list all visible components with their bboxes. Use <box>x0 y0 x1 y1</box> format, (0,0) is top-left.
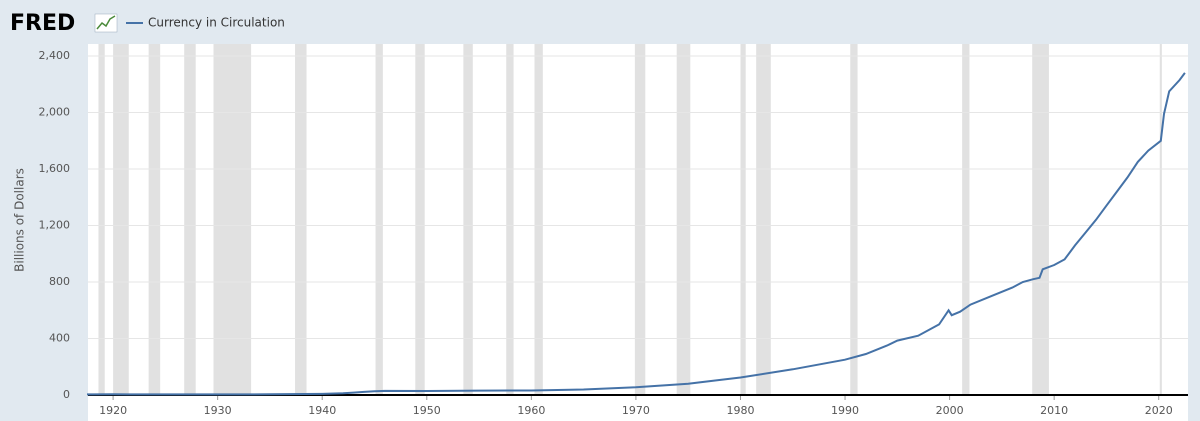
y-tick-label: 1,200 <box>39 219 71 232</box>
x-tick-label: 1930 <box>204 404 232 417</box>
recession-band <box>962 44 970 395</box>
y-tick-label: 400 <box>49 332 70 345</box>
y-tick-label: 800 <box>49 275 70 288</box>
recession-band <box>463 44 473 395</box>
recession-band <box>634 44 646 395</box>
logo-icon <box>94 13 118 33</box>
recession-band <box>756 44 771 395</box>
x-tick-label: 1990 <box>831 404 859 417</box>
recession-band <box>98 44 105 395</box>
recession-band <box>1032 44 1049 395</box>
y-tick-label: 2,000 <box>39 106 71 119</box>
x-tick-label: 1980 <box>726 404 754 417</box>
x-tick-label: 1970 <box>622 404 650 417</box>
x-tick-label: 1960 <box>517 404 545 417</box>
x-tick-label: 1950 <box>413 404 441 417</box>
recession-band <box>213 44 252 395</box>
recession-band <box>148 44 161 395</box>
recession-band <box>506 44 514 395</box>
series-line <box>87 72 1186 396</box>
recession-band <box>740 44 746 395</box>
y-tick-label: 1,600 <box>39 162 71 175</box>
recession-band <box>676 44 691 395</box>
y-axis-label: Billions of Dollars <box>13 168 27 272</box>
x-tick-label: 2010 <box>1040 404 1068 417</box>
recession-band <box>534 44 543 395</box>
x-tick-label: 1940 <box>308 404 336 417</box>
x-tick-label: 2000 <box>936 404 964 417</box>
x-tick-label: 1920 <box>99 404 127 417</box>
recession-band <box>184 44 196 395</box>
recession-band <box>375 44 383 395</box>
x-tick-label: 2020 <box>1145 404 1173 417</box>
recession-band <box>415 44 425 395</box>
legend-label: Currency in Circulation <box>148 16 285 30</box>
logo: FRED <box>10 11 75 36</box>
y-tick-label: 2,400 <box>39 49 71 62</box>
recession-band <box>850 44 858 395</box>
recession-band <box>295 44 307 395</box>
recession-band <box>1159 44 1162 395</box>
y-tick-label: 0 <box>63 388 70 401</box>
recession-band <box>113 44 129 395</box>
